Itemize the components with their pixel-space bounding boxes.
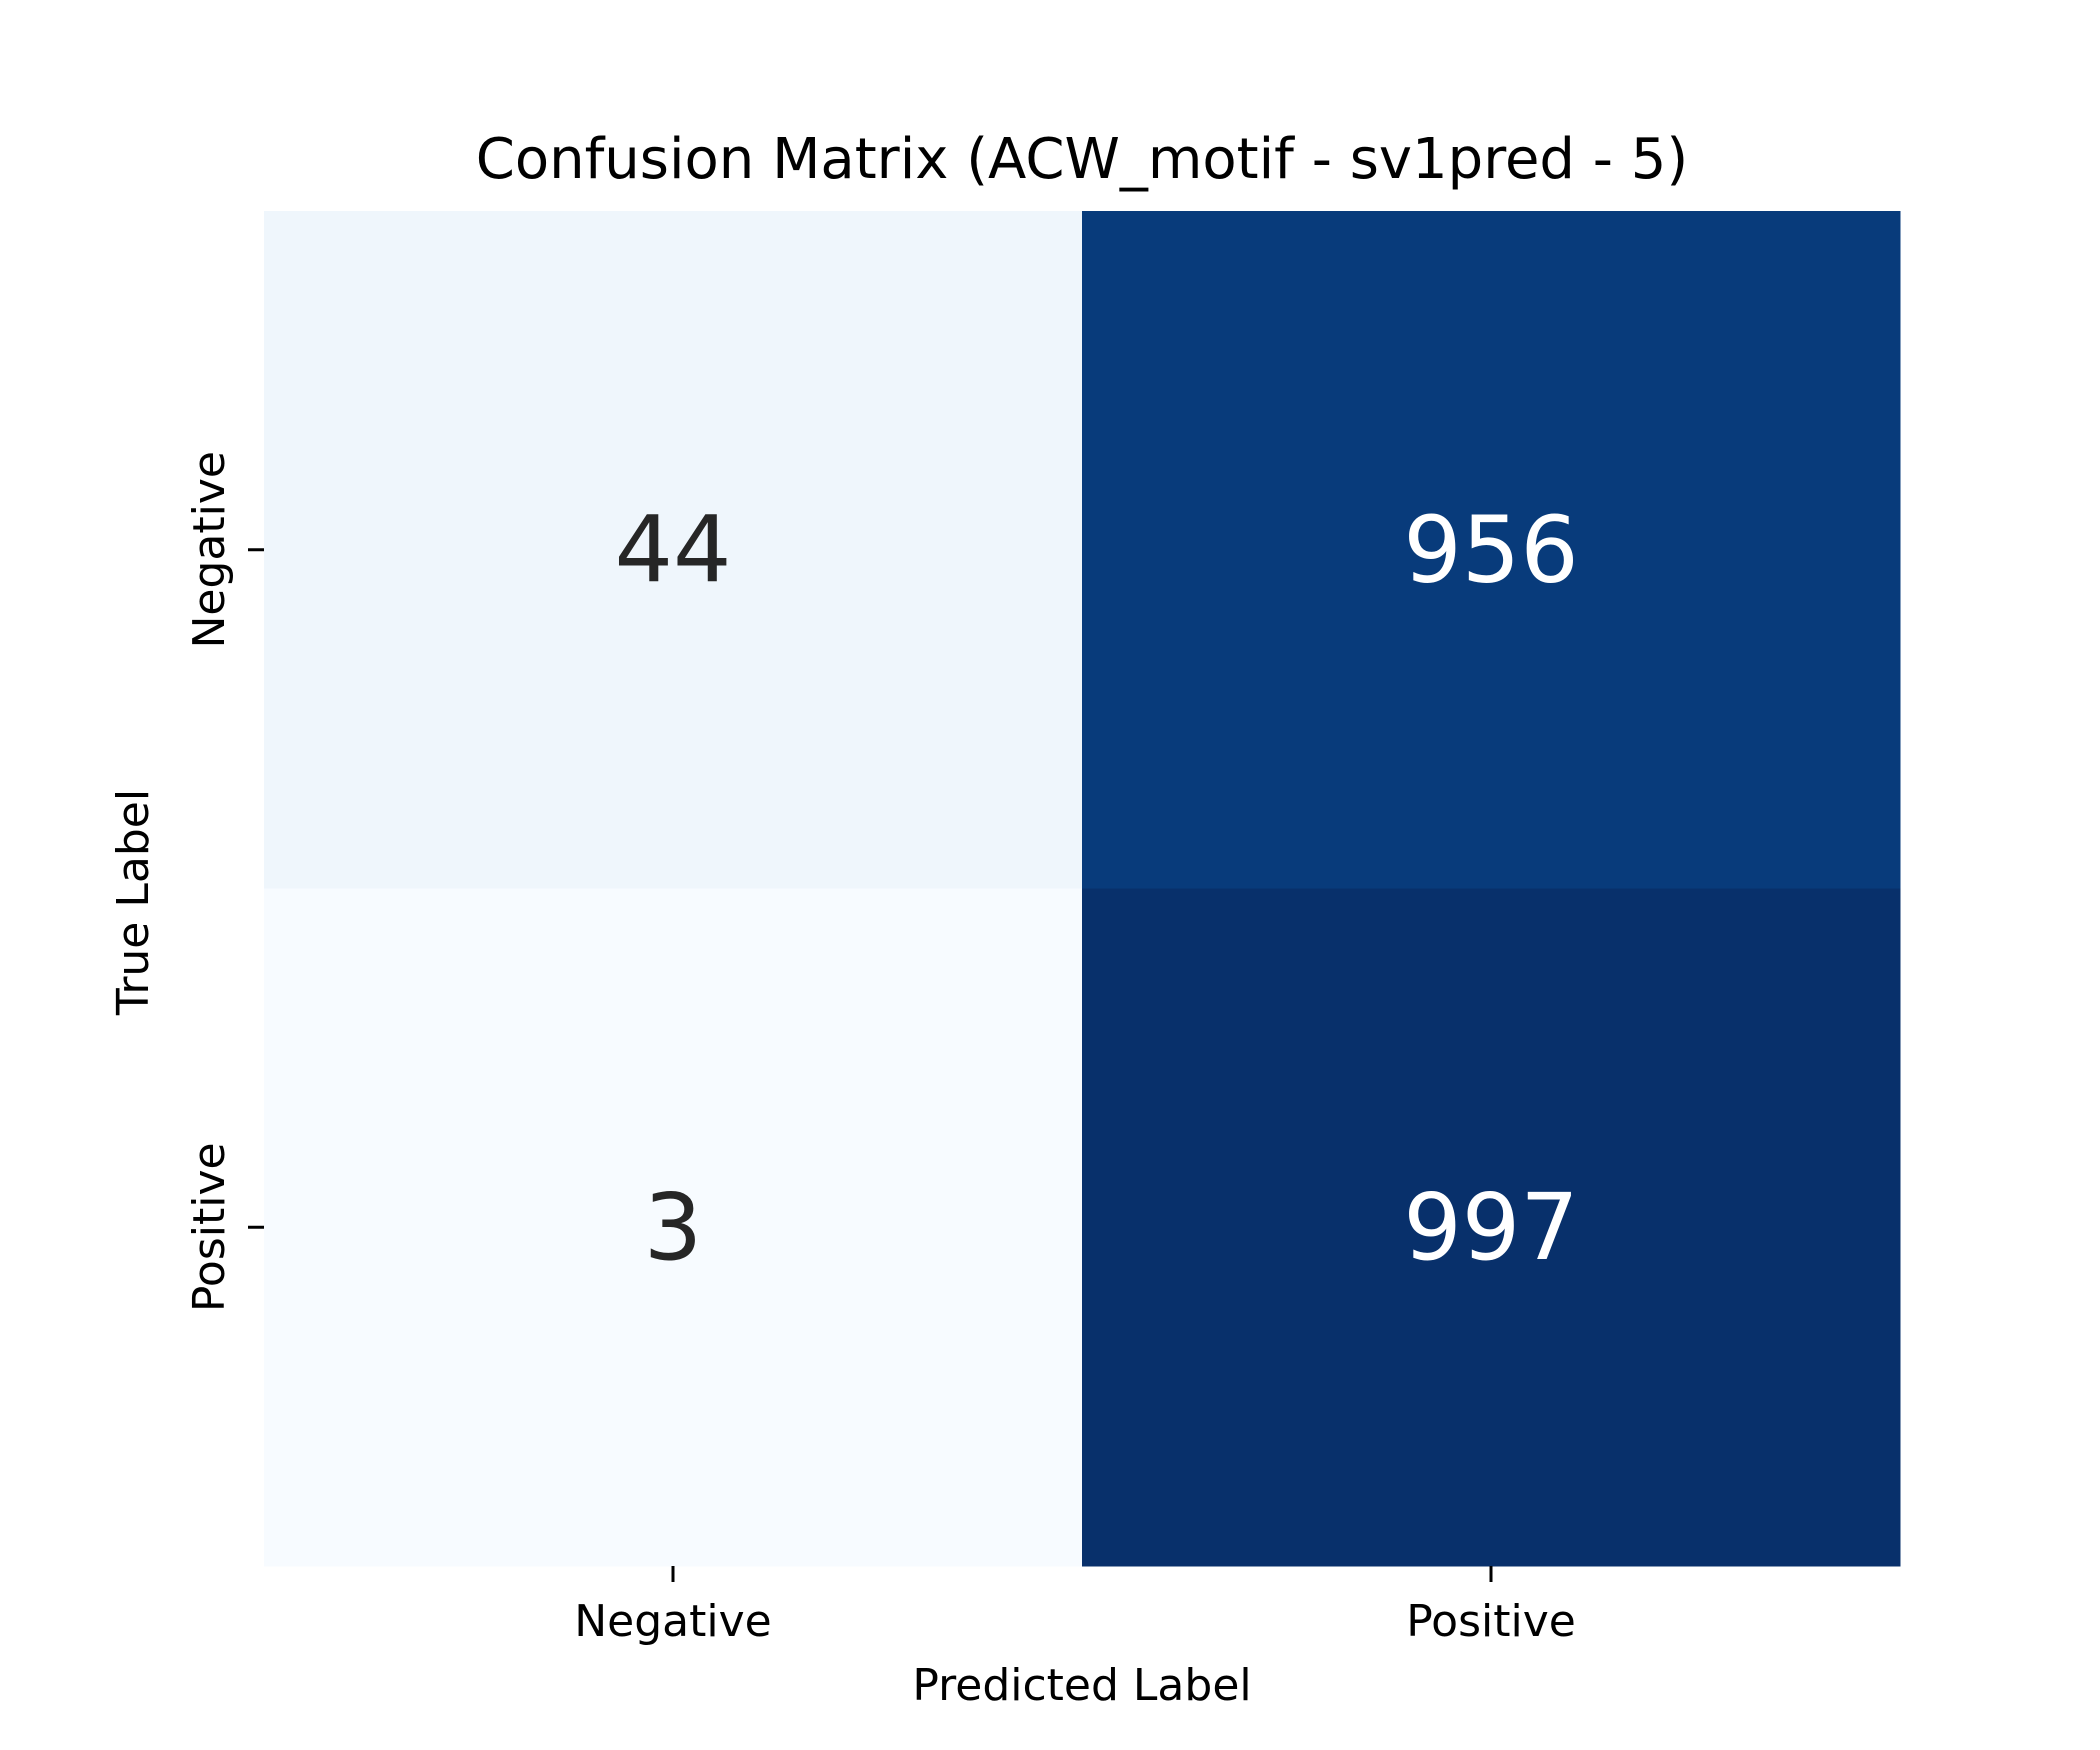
heatmap-cell bbox=[264, 888, 1083, 1567]
cell-value-label: 956 bbox=[1403, 496, 1579, 603]
x-axis: Negative Positive bbox=[574, 1566, 1576, 1647]
cell-value-label: 44 bbox=[614, 496, 731, 603]
y-tick-label: Negative bbox=[184, 451, 235, 648]
x-tick-label: Negative bbox=[574, 1596, 771, 1647]
y-tick-label: Positive bbox=[184, 1142, 235, 1312]
heatmap-cell bbox=[264, 211, 1083, 889]
heatmap-cell bbox=[1082, 888, 1901, 1567]
x-axis-label: Predicted Label bbox=[912, 1660, 1251, 1711]
x-tick-label: Positive bbox=[1406, 1596, 1576, 1647]
cell-value-label: 997 bbox=[1403, 1174, 1579, 1281]
chart-title: Confusion Matrix (ACW_motif - sv1pred - … bbox=[476, 127, 1689, 192]
heatmap-cell bbox=[1082, 211, 1901, 889]
cell-value-label: 3 bbox=[644, 1174, 703, 1281]
y-axis-label: True Label bbox=[108, 789, 159, 1016]
y-axis: Negative Positive bbox=[184, 451, 264, 1312]
heatmap-cells: 44 956 3 997 bbox=[264, 211, 1901, 1567]
